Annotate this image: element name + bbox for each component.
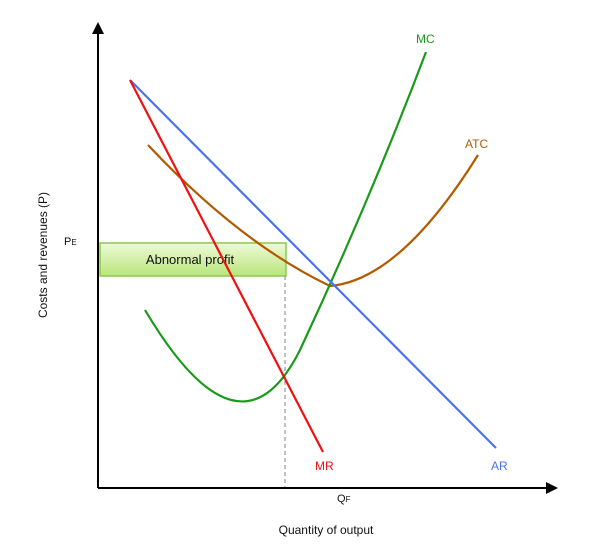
qf-label-main: Q: [337, 493, 346, 505]
pe-label-main: P: [64, 236, 71, 248]
mc-label: MC: [416, 32, 435, 46]
mr-curve: [129, 79, 324, 453]
mr-label: MR: [315, 459, 334, 473]
y-axis-title: Costs and revenues (P): [36, 192, 50, 318]
x-axis-arrow-icon: [546, 482, 558, 494]
axes: [92, 22, 558, 494]
atc-label: ATC: [465, 137, 488, 151]
abnormal-profit-label: Abnormal profit: [146, 252, 235, 267]
ar-curve: [129, 79, 497, 449]
qf-label-sub: F: [346, 495, 351, 504]
pe-label: PE: [64, 236, 77, 248]
mc-curve: [144, 51, 428, 403]
qf-label: QF: [337, 493, 351, 505]
ar-label: AR: [491, 459, 508, 473]
x-axis-title: Quantity of output: [279, 523, 374, 537]
y-axis-arrow-icon: [92, 22, 104, 34]
abnormal-profit-box: [99, 242, 287, 277]
pe-label-sub: E: [71, 238, 76, 247]
